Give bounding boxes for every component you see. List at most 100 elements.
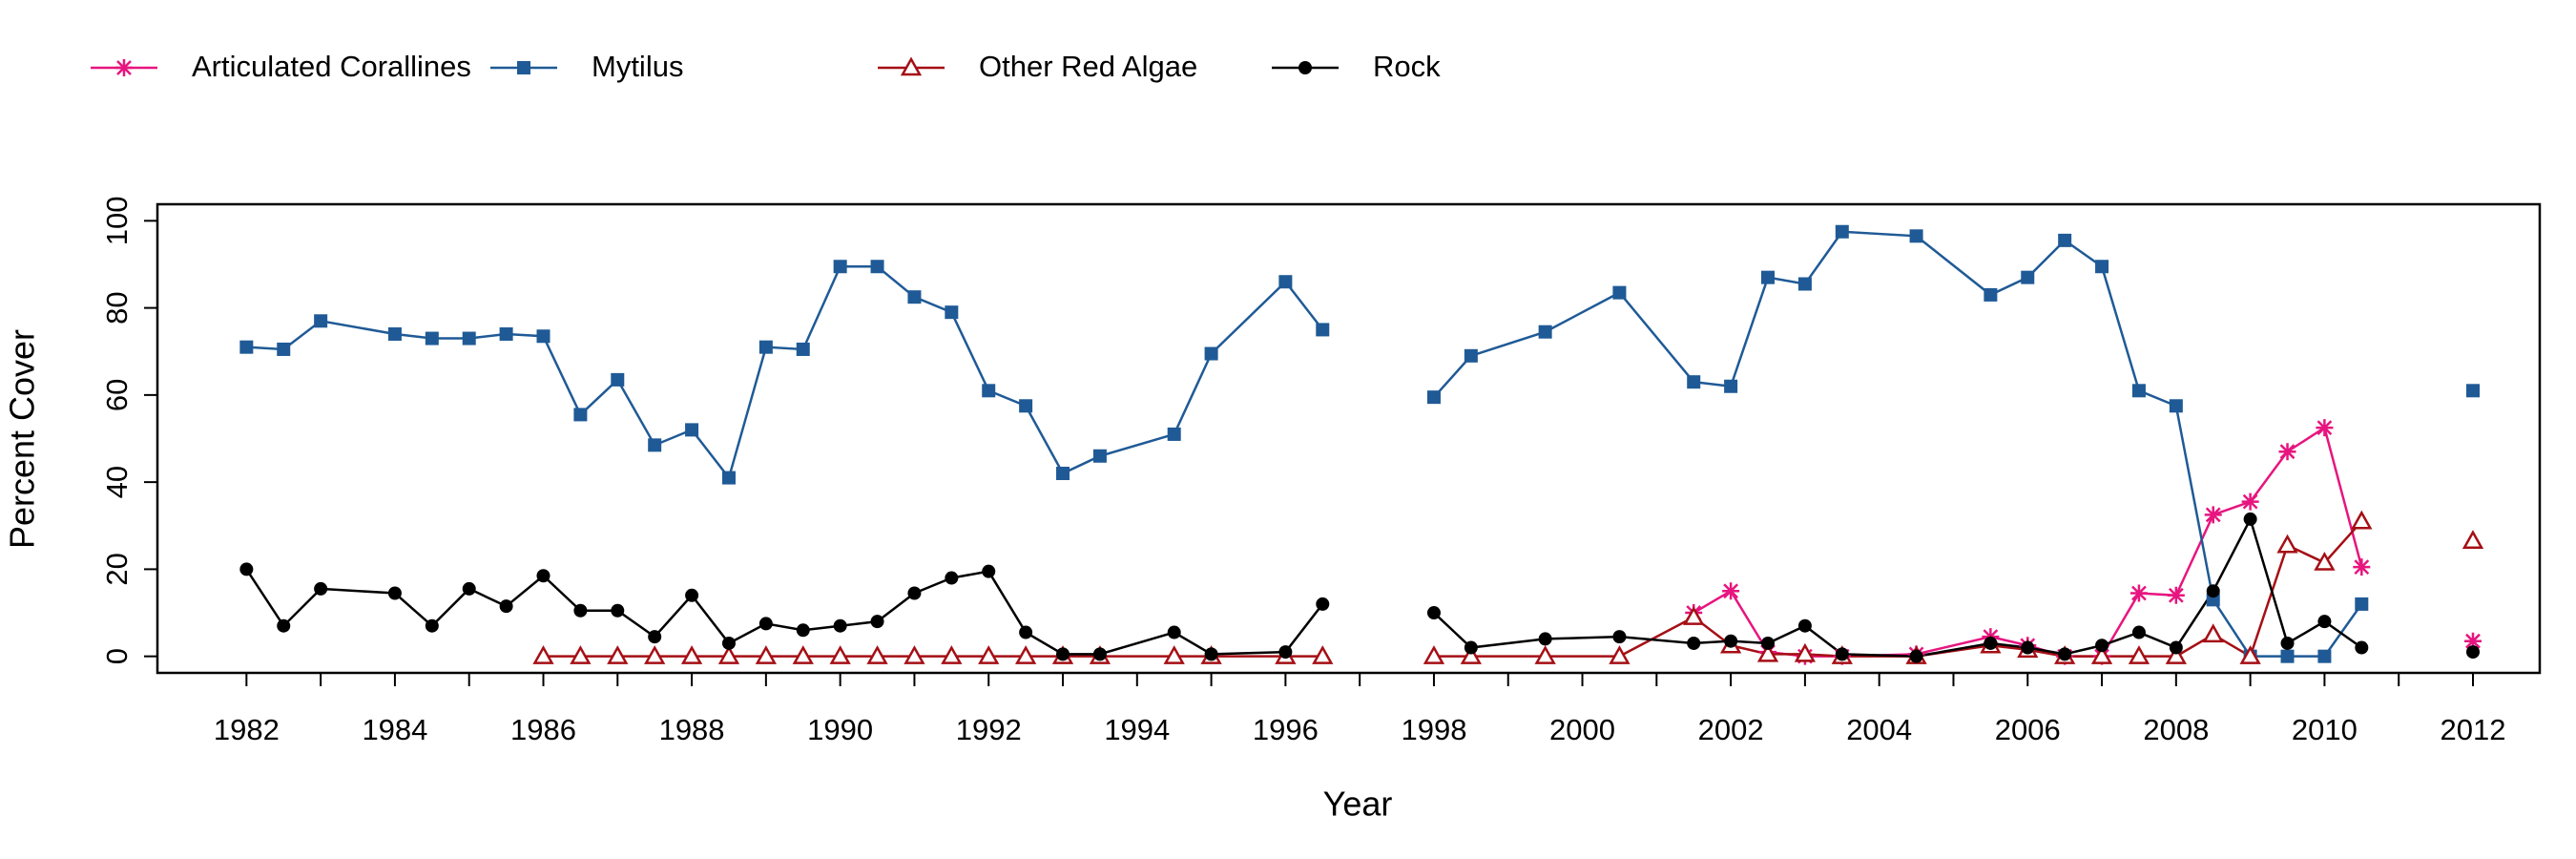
point xyxy=(2169,399,2183,413)
y-tick-label: 100 xyxy=(100,196,134,245)
point xyxy=(685,588,699,602)
point xyxy=(1316,597,1330,611)
point xyxy=(1909,649,1923,663)
point xyxy=(2316,419,2334,437)
point xyxy=(277,618,291,633)
point xyxy=(758,617,773,631)
point xyxy=(1687,636,1701,650)
point xyxy=(1984,636,1998,650)
point xyxy=(2243,512,2257,526)
point xyxy=(573,603,588,618)
point xyxy=(2095,639,2109,653)
point xyxy=(2128,645,2150,664)
point xyxy=(978,645,1000,664)
legend-item: Articulated Corallines xyxy=(91,50,471,83)
legend-item: Mytilus xyxy=(490,50,683,83)
point xyxy=(796,342,810,356)
x-tick-label: 1998 xyxy=(1401,713,1466,746)
point xyxy=(314,581,328,596)
point xyxy=(2165,645,2187,664)
point xyxy=(607,645,629,664)
point xyxy=(2280,649,2295,663)
point xyxy=(1984,287,1998,302)
point xyxy=(2355,640,2369,655)
point xyxy=(1056,467,1070,481)
point xyxy=(1909,229,1923,243)
point xyxy=(2131,384,2146,398)
x-tick-label: 1996 xyxy=(1253,713,1319,746)
point xyxy=(907,290,922,304)
point xyxy=(1204,647,1218,661)
point xyxy=(941,645,963,664)
point xyxy=(2465,645,2480,660)
point xyxy=(1019,625,1033,639)
point xyxy=(1167,427,1181,441)
point xyxy=(1687,375,1701,389)
legend-label: Rock xyxy=(1373,50,1441,83)
point xyxy=(2202,623,2224,643)
point xyxy=(239,562,254,576)
point xyxy=(1312,645,1334,664)
point xyxy=(611,372,625,387)
x-tick-label: 1994 xyxy=(1104,713,1170,746)
x-tick-label: 1984 xyxy=(362,713,427,746)
y-tick-label: 40 xyxy=(100,466,134,498)
x-tick-label: 1990 xyxy=(807,713,873,746)
point xyxy=(1426,606,1441,620)
point xyxy=(387,586,402,600)
point xyxy=(1278,645,1293,660)
point xyxy=(1019,399,1033,413)
x-tick-label: 2006 xyxy=(1995,713,2061,746)
point xyxy=(1464,640,1478,655)
legend-item: Other Red Algae xyxy=(878,50,1197,83)
point xyxy=(1724,634,1738,648)
point xyxy=(2280,636,2295,650)
point xyxy=(685,423,699,437)
point xyxy=(1423,645,1445,664)
point xyxy=(2276,534,2298,554)
x-tick-label: 1986 xyxy=(510,713,576,746)
point xyxy=(1538,325,1552,339)
x-tick-label: 2010 xyxy=(2292,713,2358,746)
point xyxy=(1426,390,1441,405)
point xyxy=(425,618,439,633)
point xyxy=(387,326,402,341)
point xyxy=(2021,640,2035,655)
point xyxy=(2314,552,2336,571)
point xyxy=(2131,625,2146,639)
point xyxy=(1724,379,1738,393)
y-axis-label: Percent Cover xyxy=(3,329,42,549)
plot-frame xyxy=(156,202,2542,675)
point xyxy=(1761,636,1776,650)
point xyxy=(833,260,847,274)
legend-marker xyxy=(1298,61,1312,74)
point xyxy=(755,645,778,664)
point xyxy=(2239,645,2261,664)
point xyxy=(680,645,703,664)
point xyxy=(499,326,513,341)
point xyxy=(277,342,291,356)
point xyxy=(1612,630,1627,644)
point xyxy=(2465,384,2480,398)
point xyxy=(2090,645,2113,664)
legend-marker xyxy=(115,59,133,76)
point xyxy=(2317,649,2332,663)
legend-marker xyxy=(900,56,923,76)
point xyxy=(2095,260,2109,274)
point xyxy=(1761,270,1776,284)
point xyxy=(239,340,254,354)
legend-item: Rock xyxy=(1272,50,1441,83)
x-tick-label: 1992 xyxy=(956,713,1022,746)
point xyxy=(2204,506,2222,524)
y-tick-label: 60 xyxy=(100,379,134,411)
point xyxy=(1756,642,1779,662)
point xyxy=(1609,645,1631,664)
point xyxy=(866,645,888,664)
point xyxy=(945,571,959,585)
point xyxy=(1092,647,1107,661)
point xyxy=(1534,645,1556,664)
point xyxy=(1460,645,1482,664)
y-tick-label: 20 xyxy=(100,553,134,585)
point xyxy=(2129,584,2148,602)
